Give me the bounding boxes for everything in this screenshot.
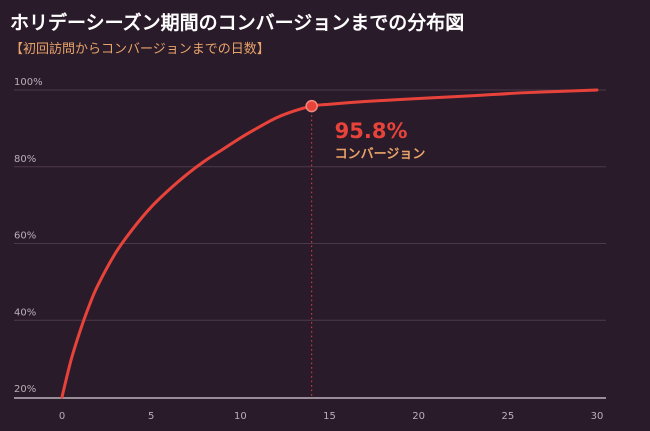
- chart-subtitle: 【初回訪問からコンバージョンまでの日数】: [10, 42, 270, 57]
- y-tick-label: 100%: [14, 77, 43, 88]
- annotation-value: 95.8%: [335, 119, 408, 143]
- annotation-point: [305, 99, 318, 113]
- y-tick-label: 40%: [14, 307, 36, 318]
- x-tick-label: 25: [501, 411, 514, 422]
- x-tick-label: 15: [323, 411, 336, 422]
- x-axis-ticks: 0 5 10 15 20 25 30: [59, 411, 604, 422]
- x-tick-label: 0: [59, 411, 65, 422]
- y-tick-label: 60%: [14, 231, 36, 242]
- series-line: [60, 88, 599, 399]
- y-tick-label: 20%: [14, 384, 36, 395]
- x-tick-label: 10: [234, 411, 247, 422]
- y-tick-label: 80%: [14, 154, 36, 165]
- x-tick-label: 5: [148, 411, 154, 422]
- x-tick-label: 20: [412, 411, 425, 422]
- y-axis-ticks: 20% 40% 60% 80% 100%: [14, 77, 43, 395]
- annotation-label: コンバージョン: [335, 147, 426, 162]
- grid-layer: [14, 89, 606, 321]
- chart-title: ホリデーシーズン期間のコンバージョンまでの分布図: [10, 12, 465, 34]
- x-tick-label: 30: [591, 411, 604, 422]
